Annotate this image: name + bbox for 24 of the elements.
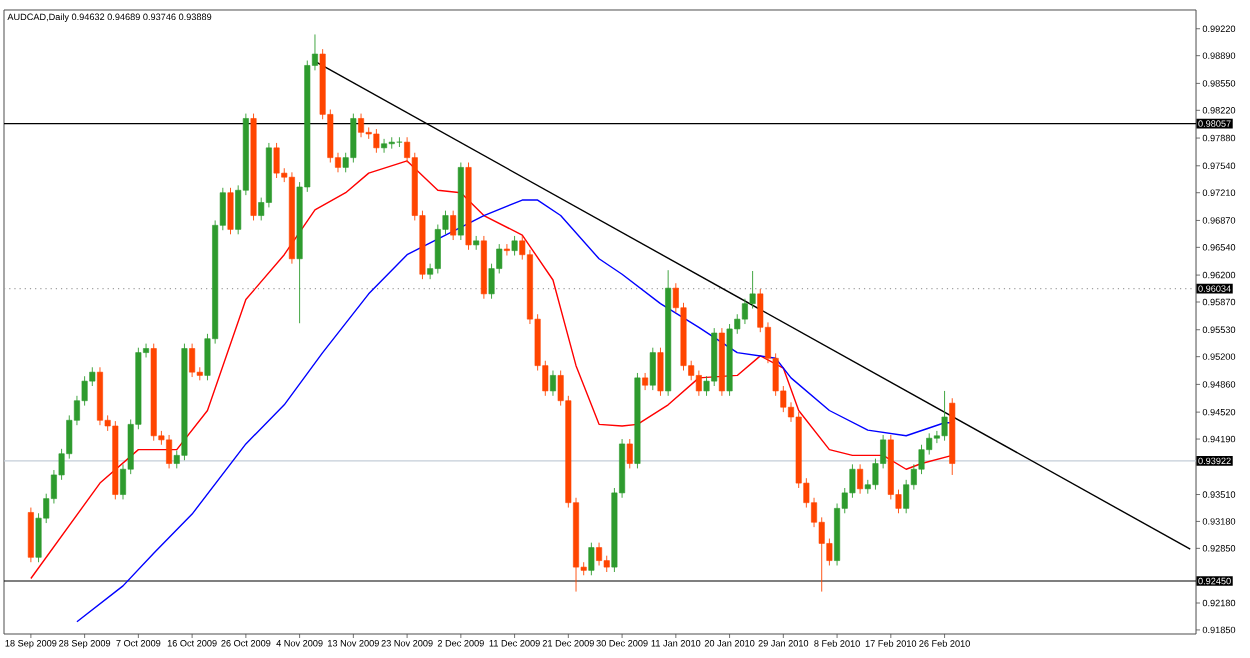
candlestick [626, 438, 633, 469]
candlestick [373, 128, 380, 154]
candlestick [350, 113, 357, 163]
candlestick [388, 136, 395, 150]
candlestick [596, 542, 603, 566]
candlestick [189, 343, 196, 378]
candlestick [450, 210, 457, 241]
candlestick [27, 507, 34, 563]
candlestick [649, 347, 656, 391]
candlestick [503, 243, 510, 256]
candlestick [857, 463, 864, 495]
candlestick [166, 434, 173, 469]
candlestick [588, 542, 595, 576]
candlestick [695, 370, 702, 397]
candlestick [358, 113, 365, 138]
candlestick [511, 235, 518, 256]
candlestick [941, 390, 948, 442]
candlestick [741, 298, 748, 325]
candlestick [657, 347, 664, 397]
candlestick [227, 187, 234, 235]
candlestick [381, 138, 388, 154]
candlestick [273, 142, 280, 179]
candlestick [642, 372, 649, 391]
candlestick [549, 370, 556, 397]
